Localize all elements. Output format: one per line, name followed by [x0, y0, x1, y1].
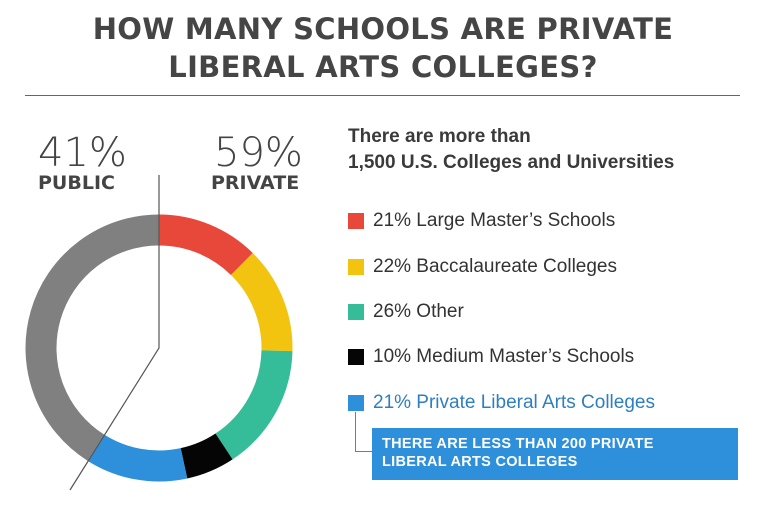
public-label: PUBLIC	[38, 172, 115, 194]
donut-segment-26-other	[215, 349, 293, 460]
donut-segment-21-large-master-s-schools	[158, 214, 253, 276]
intro-line-2: 1,500 U.S. Colleges and Universities	[348, 152, 675, 173]
legend-item: 26% Other	[348, 300, 464, 324]
divider	[25, 95, 740, 96]
intro-text: There are more than 1,500 U.S. Colleges …	[348, 124, 674, 176]
legend-label: 26% Other	[373, 301, 464, 322]
private-percent: 59%	[214, 130, 303, 176]
legend-item: 10% Medium Master’s Schools	[348, 345, 634, 369]
donut-segment-public	[25, 214, 160, 461]
legend-label: 10% Medium Master’s Schools	[373, 346, 635, 367]
legend-label: 21% Private Liberal Arts Colleges	[373, 392, 655, 413]
legend-item: 22% Baccalaureate Colleges	[348, 255, 617, 279]
page-title: HOW MANY SCHOOLS ARE PRIVATE LIBERAL ART…	[0, 10, 766, 86]
legend-swatch	[348, 395, 364, 411]
donut-segment-21-private-liberal-arts-colleges	[87, 434, 188, 482]
callout-box: THERE ARE LESS THAN 200 PRIVATE LIBERAL …	[372, 428, 738, 480]
split-pointer-line	[69, 175, 160, 491]
legend-item: 21% Private Liberal Arts Colleges	[348, 391, 655, 415]
legend-swatch	[348, 213, 364, 229]
callout-connector	[355, 412, 373, 452]
private-label: PRIVATE	[211, 172, 300, 194]
public-percent: 41%	[38, 130, 127, 176]
callout-line-2: LIBERAL ARTS COLLEGES	[382, 454, 578, 470]
legend-swatch	[348, 304, 364, 320]
title-line-2: LIBERAL ARTS COLLEGES?	[168, 50, 598, 84]
donut-segment-10-medium-master-s-schools	[180, 433, 233, 479]
legend-label: 22% Baccalaureate Colleges	[373, 256, 617, 277]
legend-item: 21% Large Master’s Schools	[348, 209, 615, 233]
legend-swatch	[348, 259, 364, 275]
callout-line-1: THERE ARE LESS THAN 200 PRIVATE	[382, 436, 654, 452]
title-line-1: HOW MANY SCHOOLS ARE PRIVATE	[92, 12, 674, 46]
intro-line-1: There are more than	[348, 126, 531, 147]
donut-segment-22-baccalaureate-colleges	[230, 252, 293, 352]
legend-swatch	[348, 349, 364, 365]
legend-label: 21% Large Master’s Schools	[373, 210, 616, 231]
